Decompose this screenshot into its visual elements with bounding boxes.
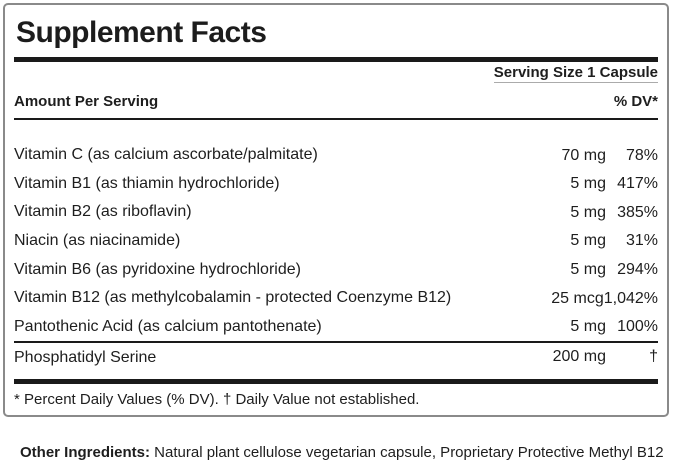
blend-rows: Phosphatidyl Serine 200 mg † [14, 343, 658, 372]
table-row: Phosphatidyl Serine 200 mg † [14, 345, 658, 371]
table-row: Vitamin B12 (as methylcobalamin - protec… [14, 284, 658, 313]
section-divider-rule [14, 341, 658, 344]
nutrient-dv: 417% [617, 175, 658, 193]
nutrient-dv: 385% [617, 203, 658, 221]
column-header-row: Amount Per Serving % DV* [14, 94, 658, 110]
serving-size-text: Serving Size 1 Capsule [493, 64, 658, 83]
top-thick-rule [14, 57, 658, 62]
nutrient-dv: 78% [625, 146, 658, 164]
table-row: Vitamin B2 (as riboflavin) 5 mg 385% [14, 198, 658, 227]
nutrient-dv: † [649, 348, 658, 366]
amount-per-serving-header: Amount Per Serving [14, 93, 159, 110]
table-row: Niacin (as niacinamide) 5 mg 31% [14, 227, 658, 256]
nutrient-name: Vitamin C (as calcium ascorbate/palmitat… [14, 146, 318, 164]
nutrient-dv: 31% [625, 232, 658, 250]
table-row: Vitamin B1 (as thiamin hydrochloride) 5 … [14, 170, 658, 199]
table-row: Pantothenic Acid (as calcium pantothenat… [14, 313, 658, 342]
nutrient-dv: 1,042% [603, 289, 658, 307]
nutrient-amount: 5 mg [570, 203, 606, 221]
nutrient-name: Phosphatidyl Serine [14, 349, 157, 367]
nutrient-amount: 25 mcg [551, 289, 604, 307]
nutrient-amount: 70 mg [561, 146, 606, 164]
nutrient-name: Niacin (as niacinamide) [14, 232, 181, 250]
nutrient-name: Vitamin B6 (as pyridoxine hydrochloride) [14, 260, 301, 278]
table-row: Vitamin C (as calcium ascorbate/palmitat… [14, 141, 658, 170]
nutrient-amount: 5 mg [570, 232, 606, 250]
nutrient-amount: 5 mg [570, 318, 606, 336]
nutrient-amount: 5 mg [570, 260, 606, 278]
header-divider-rule [14, 118, 658, 120]
other-ingredients-label: Other Ingredients: [20, 444, 151, 461]
nutrient-rows: Vitamin C (as calcium ascorbate/palmitat… [14, 120, 658, 341]
nutrient-name: Vitamin B2 (as riboflavin) [14, 203, 192, 221]
serving-size-row: Serving Size 1 Capsule [14, 64, 658, 83]
dv-header: % DV* [613, 93, 658, 110]
table-row: Vitamin B6 (as pyridoxine hydrochloride)… [14, 255, 658, 284]
panel-title: Supplement Facts [16, 16, 267, 49]
supplement-facts-panel: Supplement Facts Serving Size 1 Capsule … [3, 3, 669, 417]
nutrient-name: Pantothenic Acid (as calcium pantothenat… [14, 317, 322, 335]
bottom-thick-rule [14, 379, 658, 385]
nutrient-name: Vitamin B12 (as methylcobalamin - protec… [14, 289, 452, 307]
other-ingredients: Other Ingredients: Natural plant cellulo… [20, 441, 665, 468]
footnote: * Percent Daily Values (% DV). † Daily V… [14, 391, 420, 409]
nutrient-dv: 100% [617, 318, 658, 336]
nutrient-amount: 5 mg [570, 175, 606, 193]
nutrient-amount: 200 mg [552, 348, 606, 366]
nutrient-name: Vitamin B1 (as thiamin hydrochloride) [14, 174, 280, 192]
nutrient-dv: 294% [617, 260, 658, 278]
